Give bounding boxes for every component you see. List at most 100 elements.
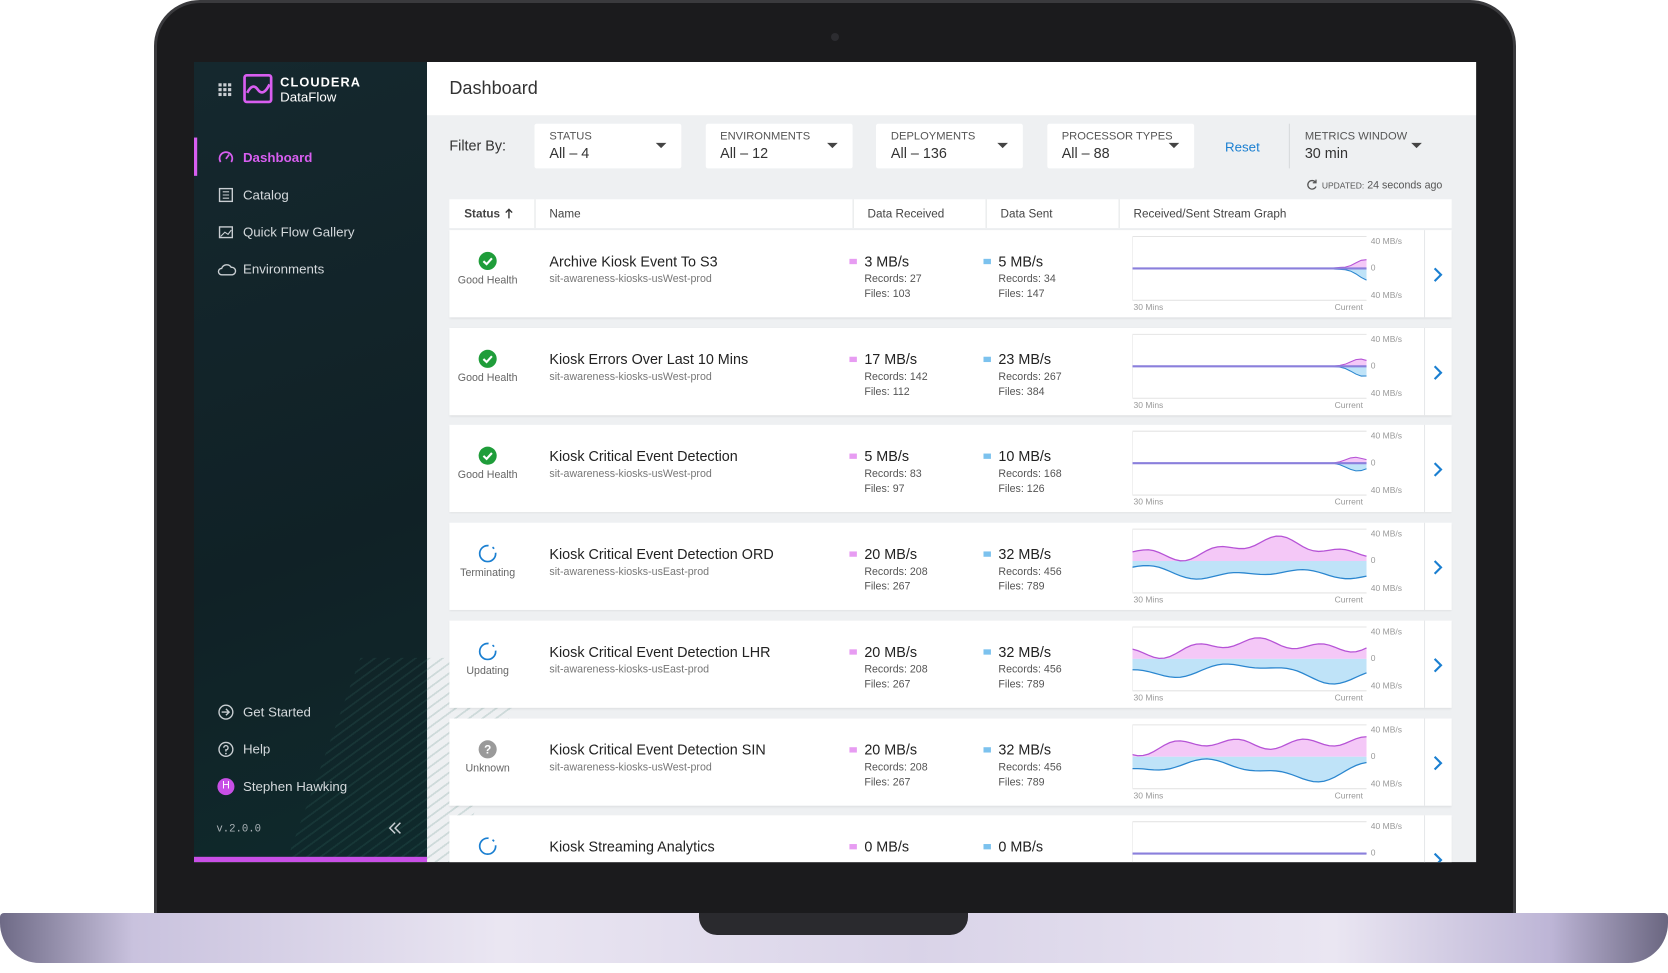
sent-area xyxy=(1132,561,1367,580)
icon-shape xyxy=(478,837,497,856)
caret xyxy=(1168,142,1179,149)
graph-axis-label: 40 MB/s xyxy=(1370,485,1403,496)
flow-row[interactable]: Updating Kiosk Critical Event Detection L… xyxy=(449,620,1452,708)
records-label: Records: xyxy=(998,371,1041,383)
records-label: Records: xyxy=(998,468,1041,481)
footer-link[interactable]: Get Started xyxy=(242,704,311,720)
stream-graph xyxy=(1132,821,1367,863)
user-name[interactable]: Stephen Hawking xyxy=(242,779,348,795)
row-chevron[interactable] xyxy=(1432,461,1443,478)
flow-name: Kiosk Streaming Analytics xyxy=(549,838,715,855)
nav-item[interactable]: Quick Flow Gallery xyxy=(242,224,355,240)
nav-item[interactable]: Catalog xyxy=(242,187,289,203)
divider xyxy=(1423,327,1426,415)
sent-rate: 32 MB/s xyxy=(998,643,1052,660)
metrics-window[interactable]: METRICS WINDOW 30 min xyxy=(1290,124,1437,169)
records-label: Records: xyxy=(998,761,1041,774)
stream-graph xyxy=(1132,626,1367,692)
sent-rate: 5 MB/s xyxy=(998,253,1044,270)
column-header[interactable]: Status xyxy=(464,207,501,221)
status-icon xyxy=(478,349,497,368)
received-rate: 20 MB/s xyxy=(864,546,918,563)
records-value: 142 xyxy=(909,371,928,383)
filter-dropdown[interactable]: ENVIRONMENTS All – 12 xyxy=(705,123,853,169)
flow-row[interactable]: Good Health Kiosk Errors Over Last 10 Min… xyxy=(449,327,1452,415)
row-chevron[interactable] xyxy=(1432,754,1443,771)
icon-shape xyxy=(478,251,497,271)
flow-row[interactable]: Kiosk Streaming Analytics 0 MB/s 0 MB/s 40 … xyxy=(449,815,1452,863)
received-line xyxy=(1132,358,1367,367)
graph-axis-label: 0 xyxy=(1370,263,1376,273)
graph-axis-label: 40 MB/s xyxy=(1370,583,1403,594)
files-value: 97 xyxy=(892,483,905,496)
icon-shape xyxy=(478,739,497,758)
reset-button[interactable]: Reset xyxy=(1225,139,1260,155)
divider xyxy=(1118,199,1120,228)
graph-axis-label: 0 xyxy=(1370,360,1376,371)
camera xyxy=(831,33,839,41)
chevron-shape xyxy=(1433,853,1443,863)
caret xyxy=(1411,142,1422,149)
divider xyxy=(1423,815,1426,863)
graph-time-label: 30 Mins xyxy=(1133,692,1164,703)
filter-dropdown[interactable]: DEPLOYMENTS All – 136 xyxy=(876,123,1023,169)
divider xyxy=(1288,123,1290,169)
chevron-shape xyxy=(1433,462,1443,478)
sent-rate: 32 MB/s xyxy=(998,546,1052,563)
row-chevron[interactable] xyxy=(1432,852,1443,863)
graph-axis-label: 0 xyxy=(1370,653,1376,663)
chevron-shape xyxy=(1433,560,1443,575)
records-label: Records: xyxy=(864,371,907,383)
received-files: Files: 97 xyxy=(864,484,904,496)
sent-records: Records: 34 xyxy=(998,274,1055,286)
column-header[interactable]: Data Sent xyxy=(1000,207,1053,221)
icon-shape xyxy=(482,355,493,364)
environment: sit-awareness-kiosks-usWest-prod xyxy=(549,761,712,774)
nav-item[interactable]: Environments xyxy=(242,262,325,277)
graph-time-label: Current xyxy=(1334,400,1364,410)
flow-row[interactable]: Good Health Archive Kiosk Event To S3 sit-… xyxy=(449,230,1452,318)
divider xyxy=(1423,717,1426,806)
nav-icon xyxy=(218,226,233,239)
status-text: Updating xyxy=(466,665,509,677)
page-title: Dashboard xyxy=(449,77,538,99)
status-icon xyxy=(478,837,497,856)
files-label: Files: xyxy=(998,483,1024,496)
sent-files: Files: 789 xyxy=(998,679,1044,691)
updated-label: UPDATED: xyxy=(1321,181,1365,191)
files-value: 112 xyxy=(892,386,910,398)
top-bar: Dashboard xyxy=(427,62,1477,116)
graph-time-label: Current xyxy=(1334,497,1364,508)
files-value: 384 xyxy=(1026,386,1045,398)
column-header[interactable]: Data Received xyxy=(867,207,945,221)
records-value: 456 xyxy=(1043,761,1062,774)
filter-dropdown[interactable]: STATUS All – 4 xyxy=(534,123,682,169)
footer-link[interactable]: Help xyxy=(242,741,271,757)
avatar[interactable]: H xyxy=(217,778,235,796)
graph-time-label: 30 Mins xyxy=(1133,497,1164,508)
files-value: 267 xyxy=(892,581,911,594)
filter-dropdown[interactable]: PROCESSOR TYPES All – 88 xyxy=(1046,123,1194,169)
legend-swatch xyxy=(983,356,991,362)
column-header[interactable]: Name xyxy=(549,207,581,221)
nav-item[interactable]: Dashboard xyxy=(242,150,313,166)
chevron-shape xyxy=(1433,657,1443,673)
sent-area xyxy=(1132,268,1367,281)
collapse-button[interactable] xyxy=(388,821,403,836)
records-label: Records: xyxy=(864,761,907,774)
sent-line xyxy=(1132,757,1367,783)
flow-row[interactable]: Terminating Kiosk Critical Event Detectio… xyxy=(449,522,1452,611)
flow-row[interactable]: Good Health Kiosk Critical Event Detectio… xyxy=(449,425,1452,513)
received-area xyxy=(1132,536,1367,562)
row-chevron[interactable] xyxy=(1432,266,1443,283)
records-value: 208 xyxy=(909,664,928,676)
row-chevron[interactable] xyxy=(1432,559,1443,576)
flow-row[interactable]: ? Unknown Kiosk Critical Event Detection S… xyxy=(449,717,1452,806)
app-grid-icon[interactable] xyxy=(217,82,232,97)
sent-files: Files: 126 xyxy=(998,484,1044,496)
flow-name: Kiosk Critical Event Detection LHR xyxy=(549,643,771,660)
graph-axis-label: 40 MB/s xyxy=(1370,236,1403,247)
files-label: Files: xyxy=(864,483,890,496)
row-chevron[interactable] xyxy=(1432,364,1443,381)
row-chevron[interactable] xyxy=(1432,657,1443,674)
